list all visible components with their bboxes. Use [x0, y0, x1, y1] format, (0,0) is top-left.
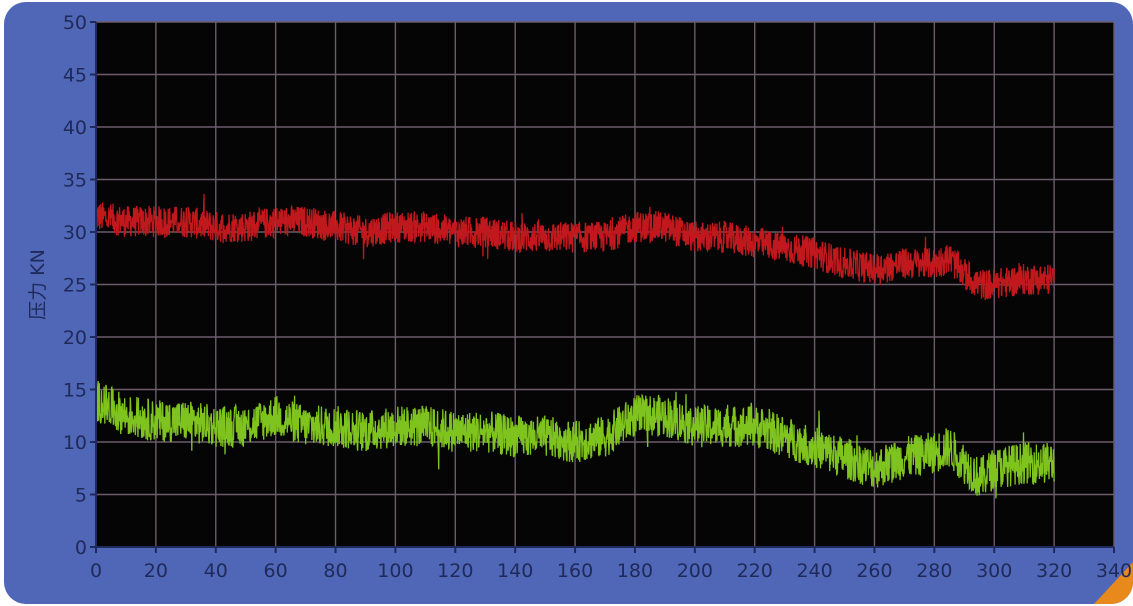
x-tick-label-340: 340: [1096, 560, 1132, 582]
y-tick-label-25: 25: [63, 275, 87, 297]
y-tick-label-35: 35: [63, 170, 87, 192]
tick-labels: 0 5 10 15 20 25 30 35 40 45 50 0 20 40 60 80 100 120 140 16…: [63, 12, 1132, 582]
x-tick-label-180: 180: [617, 560, 653, 582]
series-layer: [95, 193, 1055, 499]
x-tick-label-300: 300: [976, 560, 1012, 582]
y-tick-label-0: 0: [75, 537, 87, 559]
chart-frame: 0 5 10 15 20 25 30 35 40 45 50 0 20 40 60 80 100 120 140 16…: [4, 2, 1133, 604]
y-tick-label-30: 30: [63, 222, 87, 244]
y-tick-label-20: 20: [63, 327, 87, 349]
y-axis-title: 压力 KN: [27, 249, 49, 320]
series-line-1: [95, 193, 1055, 301]
x-tick-label-60: 60: [264, 560, 288, 582]
x-tick-label-40: 40: [204, 560, 228, 582]
x-tick-label-280: 280: [916, 560, 952, 582]
x-tick-label-260: 260: [856, 560, 892, 582]
y-tick-label-50: 50: [63, 12, 87, 34]
x-tick-label-220: 220: [737, 560, 773, 582]
x-tick-label-320: 320: [1036, 560, 1072, 582]
corner-accent: [1094, 562, 1133, 604]
x-tick-label-0: 0: [90, 560, 102, 582]
x-tick-label-120: 120: [437, 560, 473, 582]
x-tick-label-140: 140: [497, 560, 533, 582]
y-tick-label-15: 15: [63, 380, 87, 402]
series-line-2: [95, 380, 1055, 499]
x-tick-label-240: 240: [796, 560, 832, 582]
x-tick-label-80: 80: [323, 560, 347, 582]
pressure-chart: 0 5 10 15 20 25 30 35 40 45 50 0 20 40 60 80 100 120 140 16…: [4, 2, 1133, 604]
x-tick-label-20: 20: [144, 560, 168, 582]
grid-lines: [96, 21, 1115, 547]
x-tick-label-100: 100: [377, 560, 413, 582]
y-tick-label-10: 10: [63, 432, 87, 454]
y-tick-label-45: 45: [63, 65, 87, 87]
y-tick-label-40: 40: [63, 117, 87, 139]
x-tick-label-200: 200: [677, 560, 713, 582]
axes: [90, 21, 1115, 553]
y-tick-label-5: 5: [75, 485, 87, 507]
x-tick-label-160: 160: [557, 560, 593, 582]
